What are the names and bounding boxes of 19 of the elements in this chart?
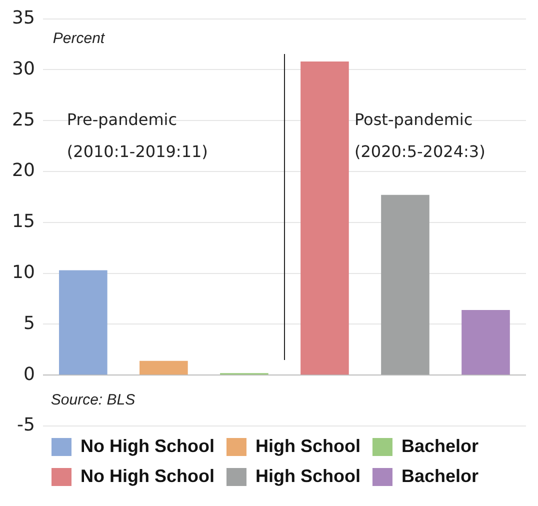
- legend-label: High School: [255, 436, 360, 456]
- y-axis-title: Percent: [52, 30, 106, 47]
- y-tick-label: 10: [12, 262, 35, 283]
- legend-label: No High School: [80, 466, 214, 486]
- y-tick-label: 20: [12, 160, 35, 182]
- y-tick-label: -5: [16, 414, 35, 436]
- y-tick-label: 5: [23, 312, 35, 334]
- legend-label: Bachelor: [401, 436, 479, 456]
- annotation: Source: BLS: [50, 392, 136, 409]
- legend-label: No High School: [80, 436, 214, 456]
- y-tick-label: 35: [12, 7, 35, 28]
- y-tick-label: 0: [23, 364, 35, 385]
- legend-label: High School: [255, 466, 360, 486]
- legend-label: Bachelor: [401, 466, 479, 486]
- y-tick-label: 30: [12, 58, 35, 80]
- y-tick-label: 15: [12, 211, 35, 232]
- y-tick-label: 25: [12, 109, 35, 130]
- annotation: Pre-pandemic (2010:1-2019:11): [66, 110, 208, 161]
- annotation: Post-pandemic (2020:5-2024:3): [354, 110, 486, 161]
